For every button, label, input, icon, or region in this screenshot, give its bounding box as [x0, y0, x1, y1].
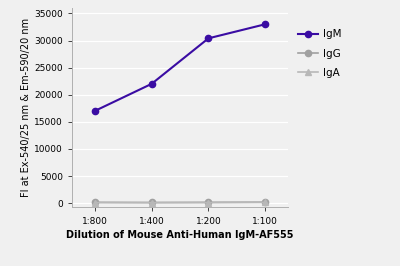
Line: IgM: IgM [92, 21, 268, 114]
IgG [92, 201, 97, 204]
Y-axis label: FI at Ex-540/25 nm & Em-590/20 nm: FI at Ex-540/25 nm & Em-590/20 nm [22, 18, 32, 197]
IgM [92, 109, 97, 113]
Line: IgG: IgG [92, 199, 268, 206]
IgM [206, 37, 211, 40]
IgG [149, 201, 154, 204]
IgM [263, 23, 268, 26]
X-axis label: Dilution of Mouse Anti-Human IgM-AF555: Dilution of Mouse Anti-Human IgM-AF555 [66, 230, 294, 240]
IgA [92, 201, 97, 204]
IgA [263, 201, 268, 204]
IgA [206, 201, 211, 204]
Legend: IgM, IgG, IgA: IgM, IgG, IgA [298, 29, 341, 78]
IgA [149, 201, 154, 204]
IgG [263, 201, 268, 204]
Line: IgA: IgA [92, 200, 268, 206]
IgG [206, 201, 211, 204]
IgM [149, 82, 154, 85]
